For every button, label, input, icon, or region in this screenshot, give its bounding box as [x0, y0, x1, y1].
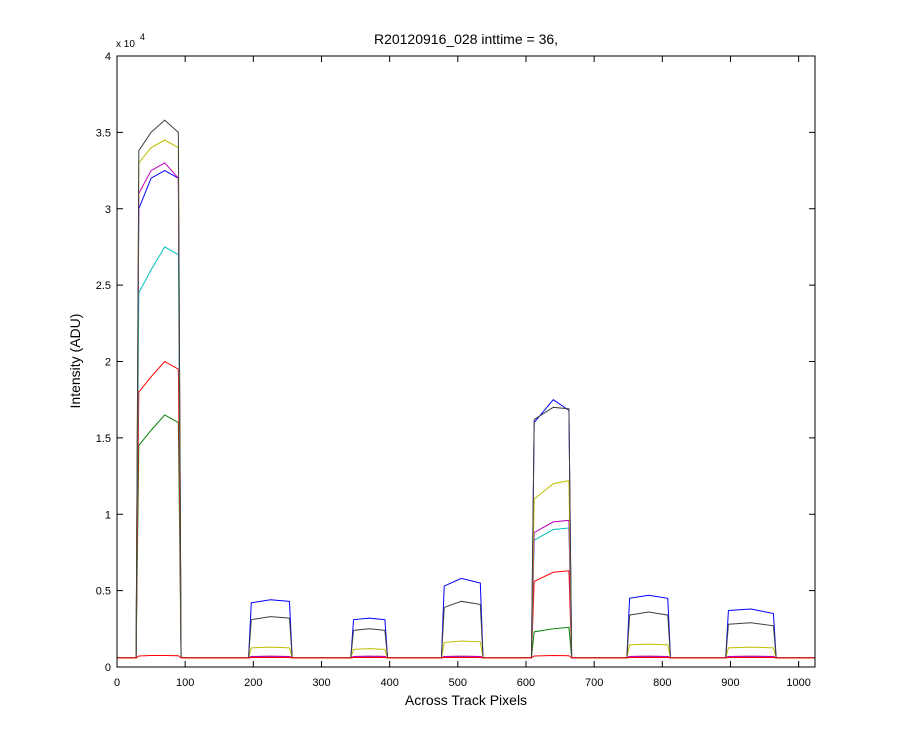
y-multiplier-base: x 10: [116, 39, 135, 50]
x-tick-label: 500: [449, 677, 467, 689]
x-tick-label: 100: [176, 677, 194, 689]
data-line: [117, 655, 815, 659]
x-tick-label: 700: [585, 677, 603, 689]
x-tick-label: 200: [244, 677, 262, 689]
y-multiplier-exponent: 4: [140, 32, 145, 42]
y-tick-label: 4: [105, 51, 111, 63]
x-tick-label: 600: [517, 677, 535, 689]
y-tick-label: 2: [105, 357, 111, 369]
y-tick-label: 0.5: [96, 586, 111, 598]
x-tick-label: 400: [380, 677, 398, 689]
x-axis-label: Across Track Pixels: [405, 692, 527, 708]
y-axis-label: Intensity (ADU): [67, 314, 83, 409]
y-tick-label: 2.5: [96, 280, 111, 292]
y-tick-label: 3: [105, 204, 111, 216]
y-tick-label: 1.5: [96, 433, 111, 445]
y-tick-label: 3.5: [96, 127, 111, 139]
x-tick-label: 0: [114, 677, 120, 689]
y-tick-label: 0: [105, 662, 111, 674]
x-tick-label: 800: [653, 677, 671, 689]
x-tick-label: 1000: [786, 677, 810, 689]
chart-title: R20120916_028 inttime = 36,: [374, 31, 558, 47]
x-tick-label: 300: [312, 677, 330, 689]
x-tick-label: 900: [721, 677, 739, 689]
y-tick-label: 1: [105, 509, 111, 521]
